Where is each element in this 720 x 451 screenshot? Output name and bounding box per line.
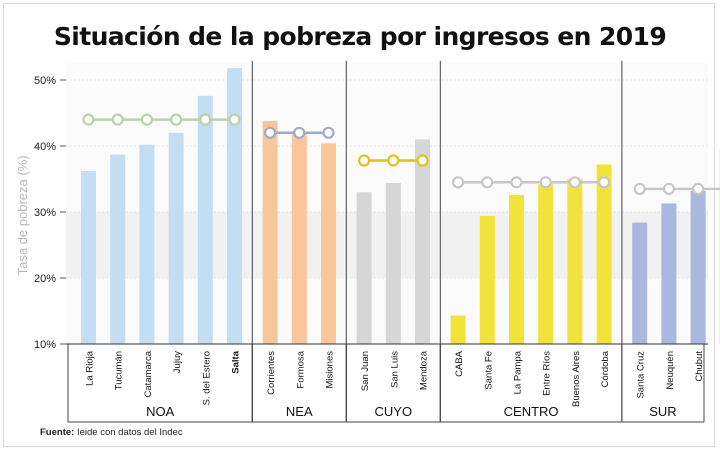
- x-tick-label-misiones: Misiones: [325, 351, 336, 389]
- bar-la-rioja: [81, 171, 96, 344]
- x-tick-label-santa-fe: Santa Fe: [483, 351, 494, 390]
- bar-jujuy: [168, 132, 184, 344]
- average-marker-noa: [111, 113, 124, 126]
- bar-misiones: [321, 143, 336, 344]
- average-marker-centro: [452, 176, 465, 189]
- average-marker-centro: [481, 176, 494, 189]
- average-marker-noa: [140, 113, 153, 126]
- x-tick-label-corrientes: Corrientes: [266, 351, 277, 395]
- bar-cordoba: [596, 164, 612, 344]
- y-axis-label: Tasa de pobreza (%): [15, 155, 30, 275]
- y-tick-label: 30%: [34, 207, 56, 219]
- bar-chubut: [690, 190, 706, 344]
- x-tick-label-mendoza: Mendoza: [419, 350, 430, 390]
- average-marker-nea: [322, 126, 335, 139]
- y-tick-label: 10%: [34, 339, 56, 351]
- region-label-noa: NOA: [146, 404, 175, 419]
- x-tick-label-la-pampa: La Pampa: [513, 350, 524, 394]
- bar-san-juan: [356, 192, 372, 344]
- average-marker-sur: [691, 182, 705, 195]
- average-marker-centro: [539, 176, 552, 189]
- bar-salta: [227, 68, 242, 345]
- x-tick-label-s-del-estero: S. del Estero: [201, 351, 212, 405]
- average-marker-sur: [662, 182, 676, 195]
- average-marker-centro: [568, 176, 582, 189]
- x-tick-label-san-luis: San Luis: [389, 351, 400, 388]
- x-tick-label-salta: Salta: [231, 350, 242, 373]
- x-tick-label-formosa: Formosa: [295, 350, 306, 388]
- source-text: Ieide con datos del Indec: [76, 427, 183, 438]
- x-tick-label-entre-rios: Entre Ríos: [542, 351, 553, 396]
- x-tick-label-san-juan: San Juan: [360, 351, 371, 391]
- x-tick-label-tucuman: Tucumán: [114, 351, 125, 390]
- bar-neuquen: [661, 203, 677, 344]
- x-tick-label-neuquen: Neuquén: [665, 351, 676, 390]
- bar-entre-rios: [538, 184, 554, 344]
- x-tick-label-cordoba: Córdoba: [600, 350, 611, 387]
- average-marker-noa: [228, 113, 241, 126]
- x-tick-label-jujuy: Jujuy: [172, 351, 183, 373]
- bar-santa-fe: [479, 215, 495, 344]
- average-marker-centro: [510, 176, 523, 189]
- average-marker-centro: [597, 176, 611, 189]
- average-marker-nea: [264, 126, 277, 139]
- y-tick-label: 20%: [34, 273, 56, 285]
- bar-buenos-aires: [567, 179, 583, 344]
- average-marker-sur: [633, 182, 646, 195]
- chart-frame: [3, 3, 715, 447]
- average-marker-cuyo: [387, 154, 400, 167]
- chart-title: Situación de la pobreza por ingresos en …: [53, 22, 667, 51]
- bar-san-luis: [385, 182, 401, 344]
- region-label-cuyo: CUYO: [375, 404, 413, 419]
- source-note: Fuente: Ieide con datos del Indec: [40, 427, 183, 438]
- x-tick-label-catamarca: Catamarca: [143, 350, 154, 397]
- bar-s-del-estero: [197, 95, 213, 344]
- x-tick-label-la-rioja: La Rioja: [85, 350, 96, 386]
- region-label-centro: CENTRO: [504, 404, 559, 419]
- region-label-nea: NEA: [286, 404, 313, 419]
- source-label: Fuente:: [40, 427, 75, 438]
- bar-caba: [450, 315, 466, 344]
- average-marker-noa: [82, 113, 95, 126]
- bar-catamarca: [139, 144, 155, 344]
- average-marker-cuyo: [416, 154, 429, 167]
- y-tick-label: 40%: [34, 141, 56, 153]
- bar-formosa: [291, 132, 307, 344]
- bar-santa-cruz: [632, 222, 648, 344]
- x-tick-label-chubut: Chubut: [694, 351, 705, 382]
- x-tick-label-caba: CABA: [454, 350, 465, 377]
- average-marker-nea: [293, 126, 306, 139]
- x-tick-label-santa-cruz: Santa Cruz: [636, 351, 647, 399]
- region-label-sur: SUR: [649, 404, 676, 419]
- bar-la-pampa: [509, 194, 524, 344]
- bar-mendoza: [415, 139, 430, 344]
- average-marker-cuyo: [358, 154, 371, 167]
- y-tick-label: 50%: [34, 75, 56, 87]
- average-marker-noa: [170, 113, 183, 126]
- bar-tucuman: [110, 154, 126, 344]
- bar-corrientes: [262, 120, 278, 344]
- x-tick-label-buenos-aires: Buenos Aires: [571, 351, 582, 407]
- average-marker-noa: [199, 113, 212, 126]
